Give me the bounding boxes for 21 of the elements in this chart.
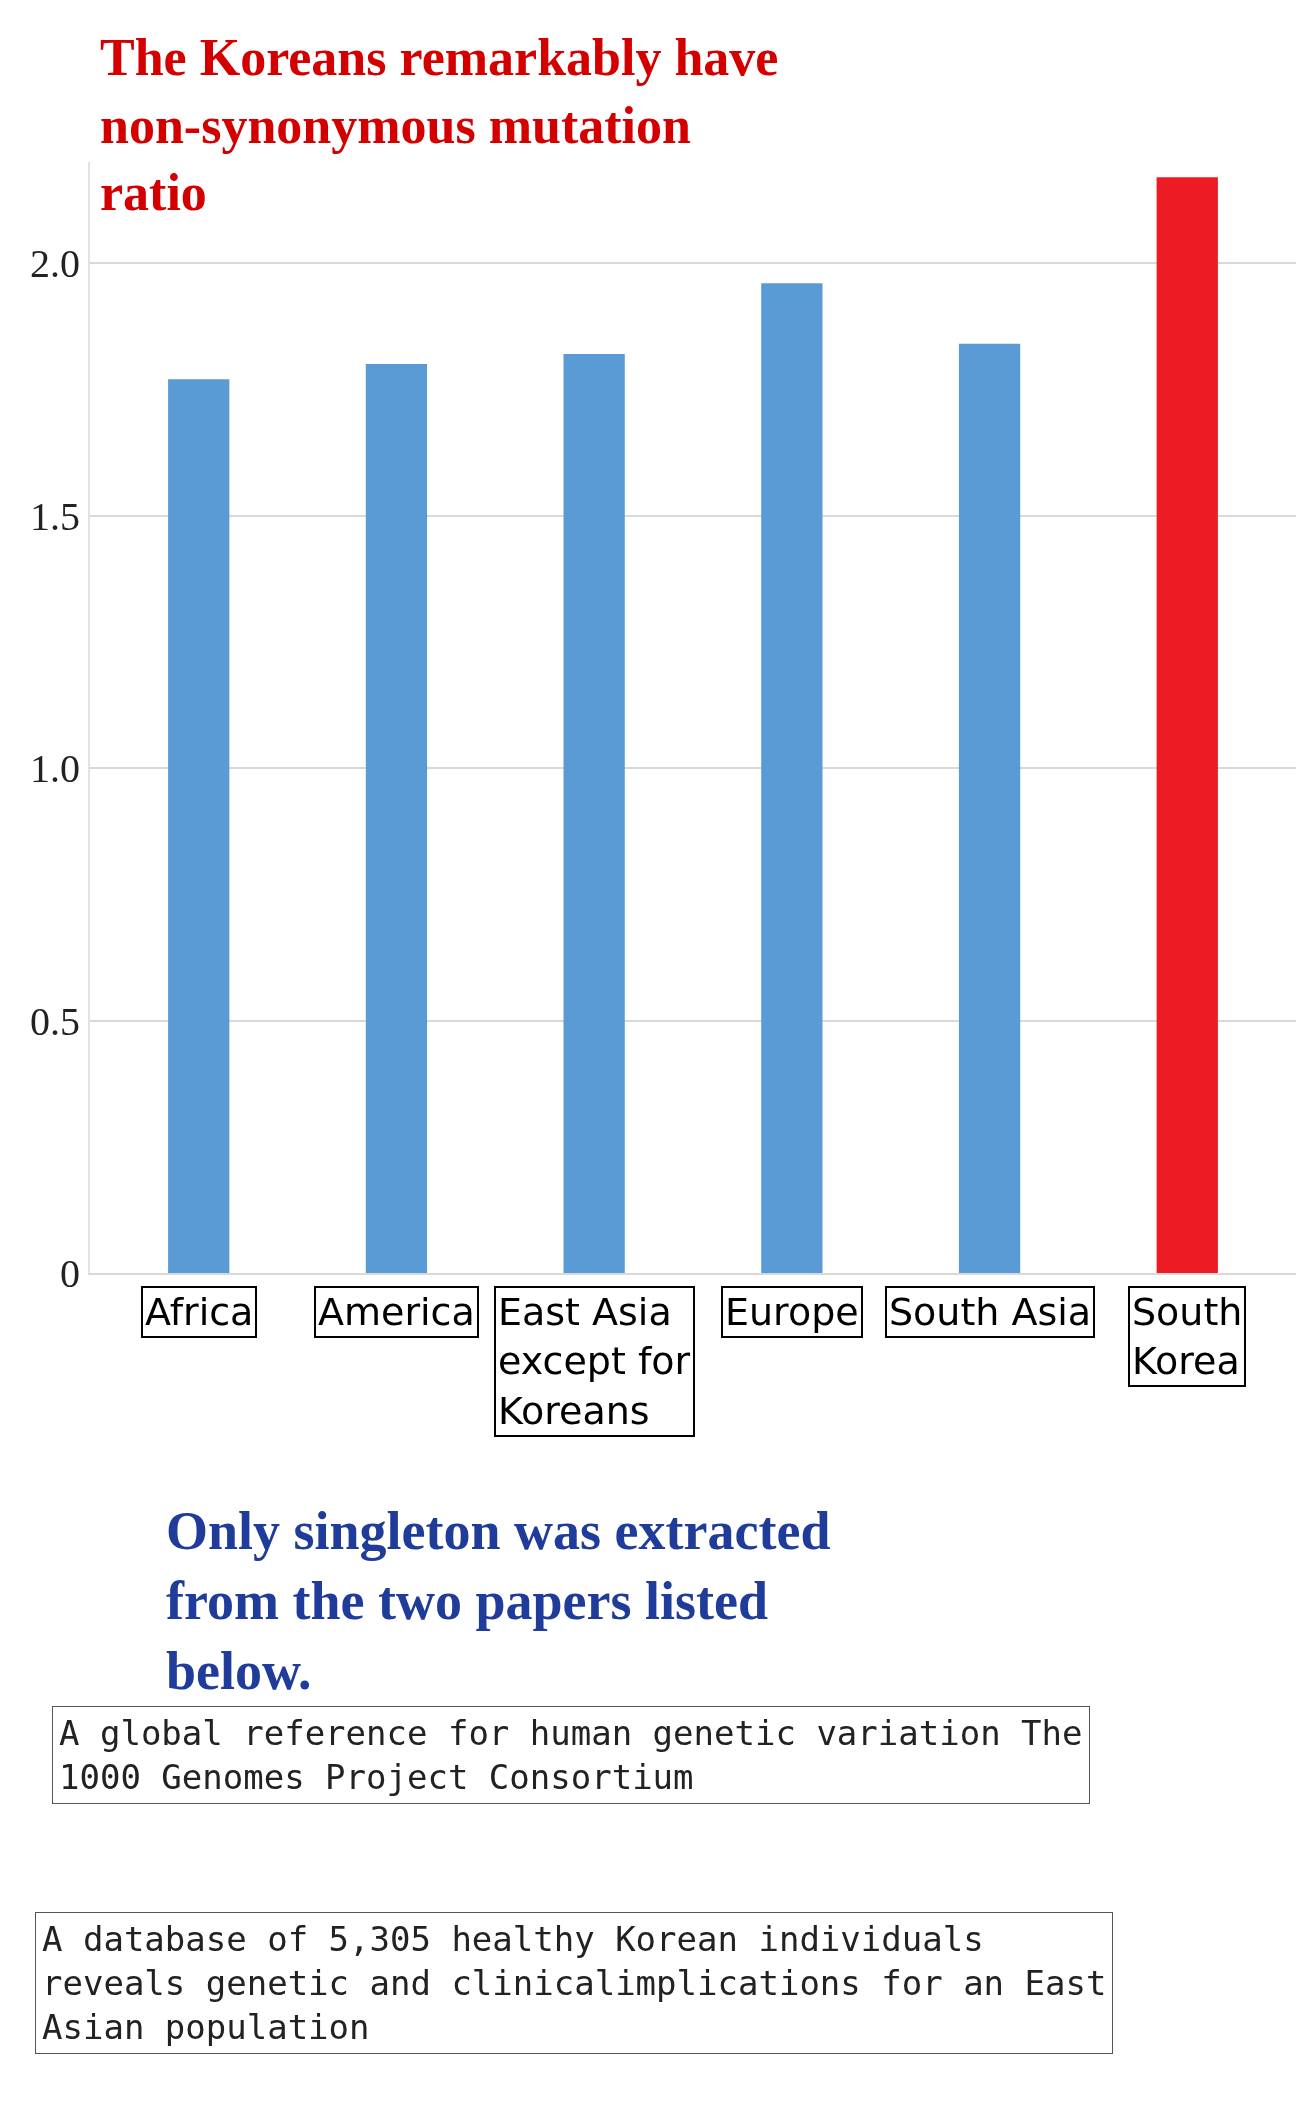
x-tick-label: Europe <box>725 1290 859 1334</box>
y-tick-label: 1.0 <box>30 746 80 791</box>
x-tick-label: South Korea <box>1132 1290 1243 1384</box>
bar <box>761 283 823 1273</box>
x-tick-label: East Asia except for Koreans <box>498 1290 691 1433</box>
x-tick-label: Africa <box>145 1290 254 1334</box>
bar <box>168 379 230 1273</box>
bar <box>1156 177 1218 1273</box>
bar <box>563 353 625 1273</box>
bar <box>365 364 428 1273</box>
x-tick-label: South Asia <box>889 1290 1092 1334</box>
bar <box>958 343 1021 1273</box>
y-tick-label: 0.5 <box>30 998 80 1044</box>
text: Only singleton was extracted from the two papers listed below. <box>166 1501 831 1702</box>
text: A global reference for human genetic variation The 1000 Genomes Project Consortium <box>59 1713 1083 1798</box>
y-tick-label: 0 <box>60 1251 80 1296</box>
text: A database of 5,305 healthy Korean individuals reveals genetic and clinicalimplications for an East Asian population <box>42 1919 1107 2048</box>
y-tick-label: 2.0 <box>30 241 80 286</box>
chart-title: The Koreans remarkably have non-synonymous mutation ratio <box>100 29 779 222</box>
x-tick-label: America <box>318 1290 475 1334</box>
y-tick-label: 1.5 <box>30 493 80 539</box>
